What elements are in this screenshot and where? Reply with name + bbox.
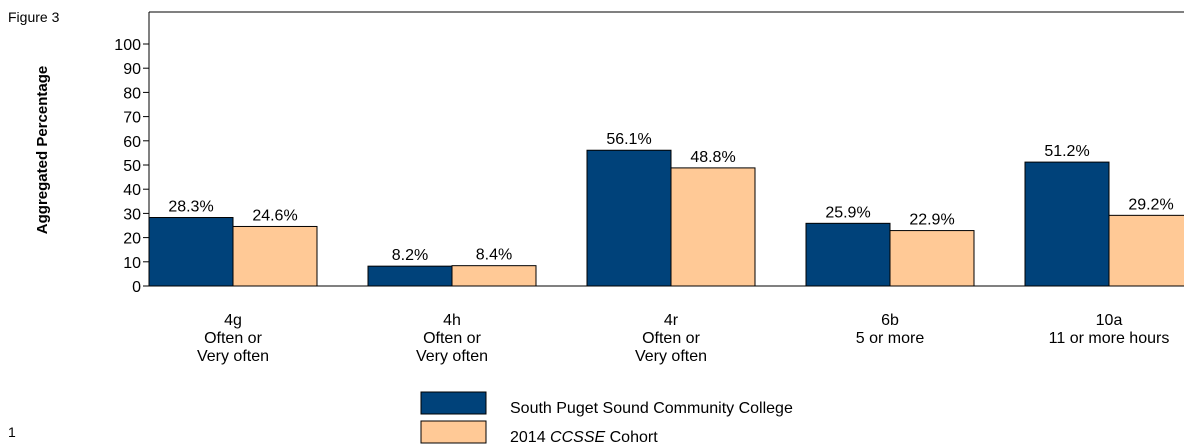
y-tick-label: 10 bbox=[123, 255, 141, 272]
bar-cohort bbox=[232, 225, 318, 287]
y-tick-label: 70 bbox=[123, 110, 141, 127]
bar-college bbox=[586, 149, 672, 287]
bar-cohort bbox=[451, 265, 537, 287]
bar-college bbox=[148, 217, 234, 287]
x-category-code: 10a bbox=[1096, 312, 1123, 329]
data-label: 22.9% bbox=[909, 212, 954, 229]
legend-swatch-college bbox=[420, 391, 487, 415]
bar-college bbox=[1024, 161, 1110, 287]
y-tick-label: 30 bbox=[123, 206, 141, 223]
x-category-code: 4r bbox=[664, 312, 679, 329]
data-label: 48.8% bbox=[690, 149, 735, 166]
bar-college bbox=[805, 222, 891, 287]
data-label: 8.2% bbox=[392, 247, 428, 264]
figure-label: Figure 3 bbox=[8, 9, 60, 25]
bar-college bbox=[367, 265, 453, 287]
data-label: 29.2% bbox=[1128, 196, 1173, 213]
legend-label-cohort: 2014 CCSSE Cohort bbox=[510, 429, 658, 446]
x-category-code: 6b bbox=[881, 312, 899, 329]
y-tick-label: 80 bbox=[123, 85, 141, 102]
y-tick-label: 100 bbox=[114, 37, 141, 54]
x-category-label: Very often bbox=[197, 348, 269, 365]
data-label: 8.4% bbox=[476, 247, 512, 264]
data-label: 56.1% bbox=[606, 131, 651, 148]
legend-swatch-cohort bbox=[420, 420, 487, 444]
data-label: 51.2% bbox=[1044, 143, 1089, 160]
y-tick-label: 50 bbox=[123, 158, 141, 175]
legend-label-college: South Puget Sound Community College bbox=[510, 400, 793, 417]
x-category-label: Often or bbox=[423, 330, 481, 347]
data-label: 28.3% bbox=[168, 199, 213, 216]
x-category-label: Often or bbox=[642, 330, 700, 347]
x-category-label: Very often bbox=[416, 348, 488, 365]
y-tick-label: 90 bbox=[123, 61, 141, 78]
y-tick-label: 20 bbox=[123, 231, 141, 248]
y-tick-label: 40 bbox=[123, 182, 141, 199]
bar-cohort bbox=[670, 167, 756, 287]
x-category-label: Very often bbox=[635, 348, 707, 365]
y-tick-label: 0 bbox=[132, 279, 141, 296]
x-category-label: 5 or more bbox=[856, 330, 925, 347]
x-category-label: Often or bbox=[204, 330, 262, 347]
data-label: 24.6% bbox=[252, 207, 297, 224]
y-axis-label: Aggregated Percentage bbox=[34, 66, 51, 234]
x-category-code: 4h bbox=[443, 312, 461, 329]
data-label: 25.9% bbox=[825, 204, 870, 221]
bar-cohort bbox=[889, 230, 975, 287]
x-category-label: 11 or more hours bbox=[1049, 330, 1170, 347]
x-category-code: 4g bbox=[224, 312, 242, 329]
y-tick-label: 60 bbox=[123, 134, 141, 151]
page-number: 1 bbox=[8, 424, 16, 440]
bar-cohort bbox=[1108, 214, 1184, 287]
